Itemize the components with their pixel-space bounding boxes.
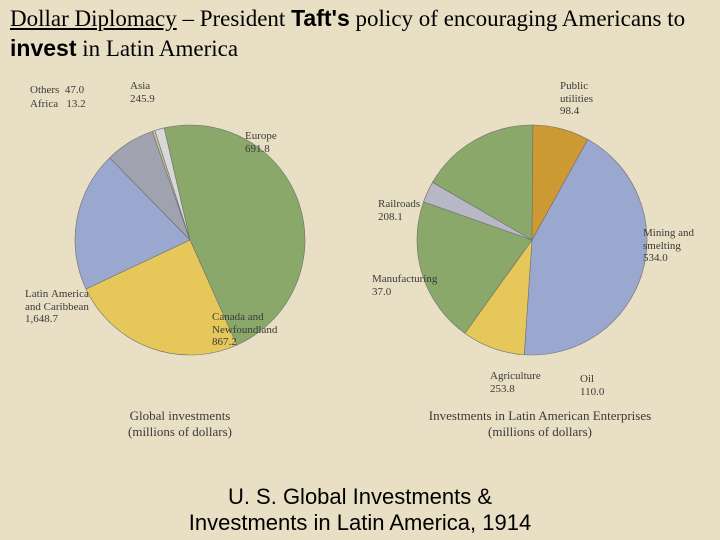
footer-caption-line-1: U. S. Global Investments &: [0, 484, 720, 510]
slice-label: Oil110.0: [580, 373, 604, 398]
title-tail: in Latin America: [76, 36, 238, 61]
pie-svg: [0, 70, 360, 430]
latin-america-investments-chart: Mining andsmelting534.0 Oil110.0 Agricultu…: [360, 70, 720, 450]
slice-label: Europe691.8: [245, 130, 277, 155]
slice-label: Publicutilities98.4: [560, 80, 593, 118]
charts-area: Latin Americaand Caribbean1,648.7 Canada …: [0, 70, 720, 450]
slice-label: Manufacturing37.0: [372, 273, 437, 298]
title-sep: – President: [177, 6, 291, 31]
slice-label: Canada andNewfoundland867.2: [212, 311, 277, 349]
footer-caption-line-2: Investments in Latin America, 1914: [0, 510, 720, 536]
chart-caption: Investments in Latin American Enterprise…: [360, 408, 720, 440]
slice-label: Agriculture253.8: [490, 370, 541, 395]
slice-label: Africa 13.2: [30, 98, 86, 111]
slice-label: Others 47.0: [30, 84, 84, 97]
slice-label: Asia245.9: [130, 80, 155, 105]
chart-caption: Global investments(millions of dollars): [0, 408, 360, 440]
page-title: Dollar Diplomacy – President Taft's poli…: [10, 4, 710, 64]
title-mid: policy of encouraging Americans to: [350, 6, 685, 31]
slice-label: Mining andsmelting534.0: [643, 227, 694, 265]
slice-label: Latin Americaand Caribbean1,648.7: [25, 288, 89, 326]
title-bold-2: invest: [10, 35, 76, 61]
title-bold-1: Taft's: [291, 5, 350, 31]
slice-label: Railroads208.1: [378, 198, 420, 223]
global-investments-chart: Latin Americaand Caribbean1,648.7 Canada …: [0, 70, 360, 450]
title-term: Dollar Diplomacy: [10, 6, 177, 31]
